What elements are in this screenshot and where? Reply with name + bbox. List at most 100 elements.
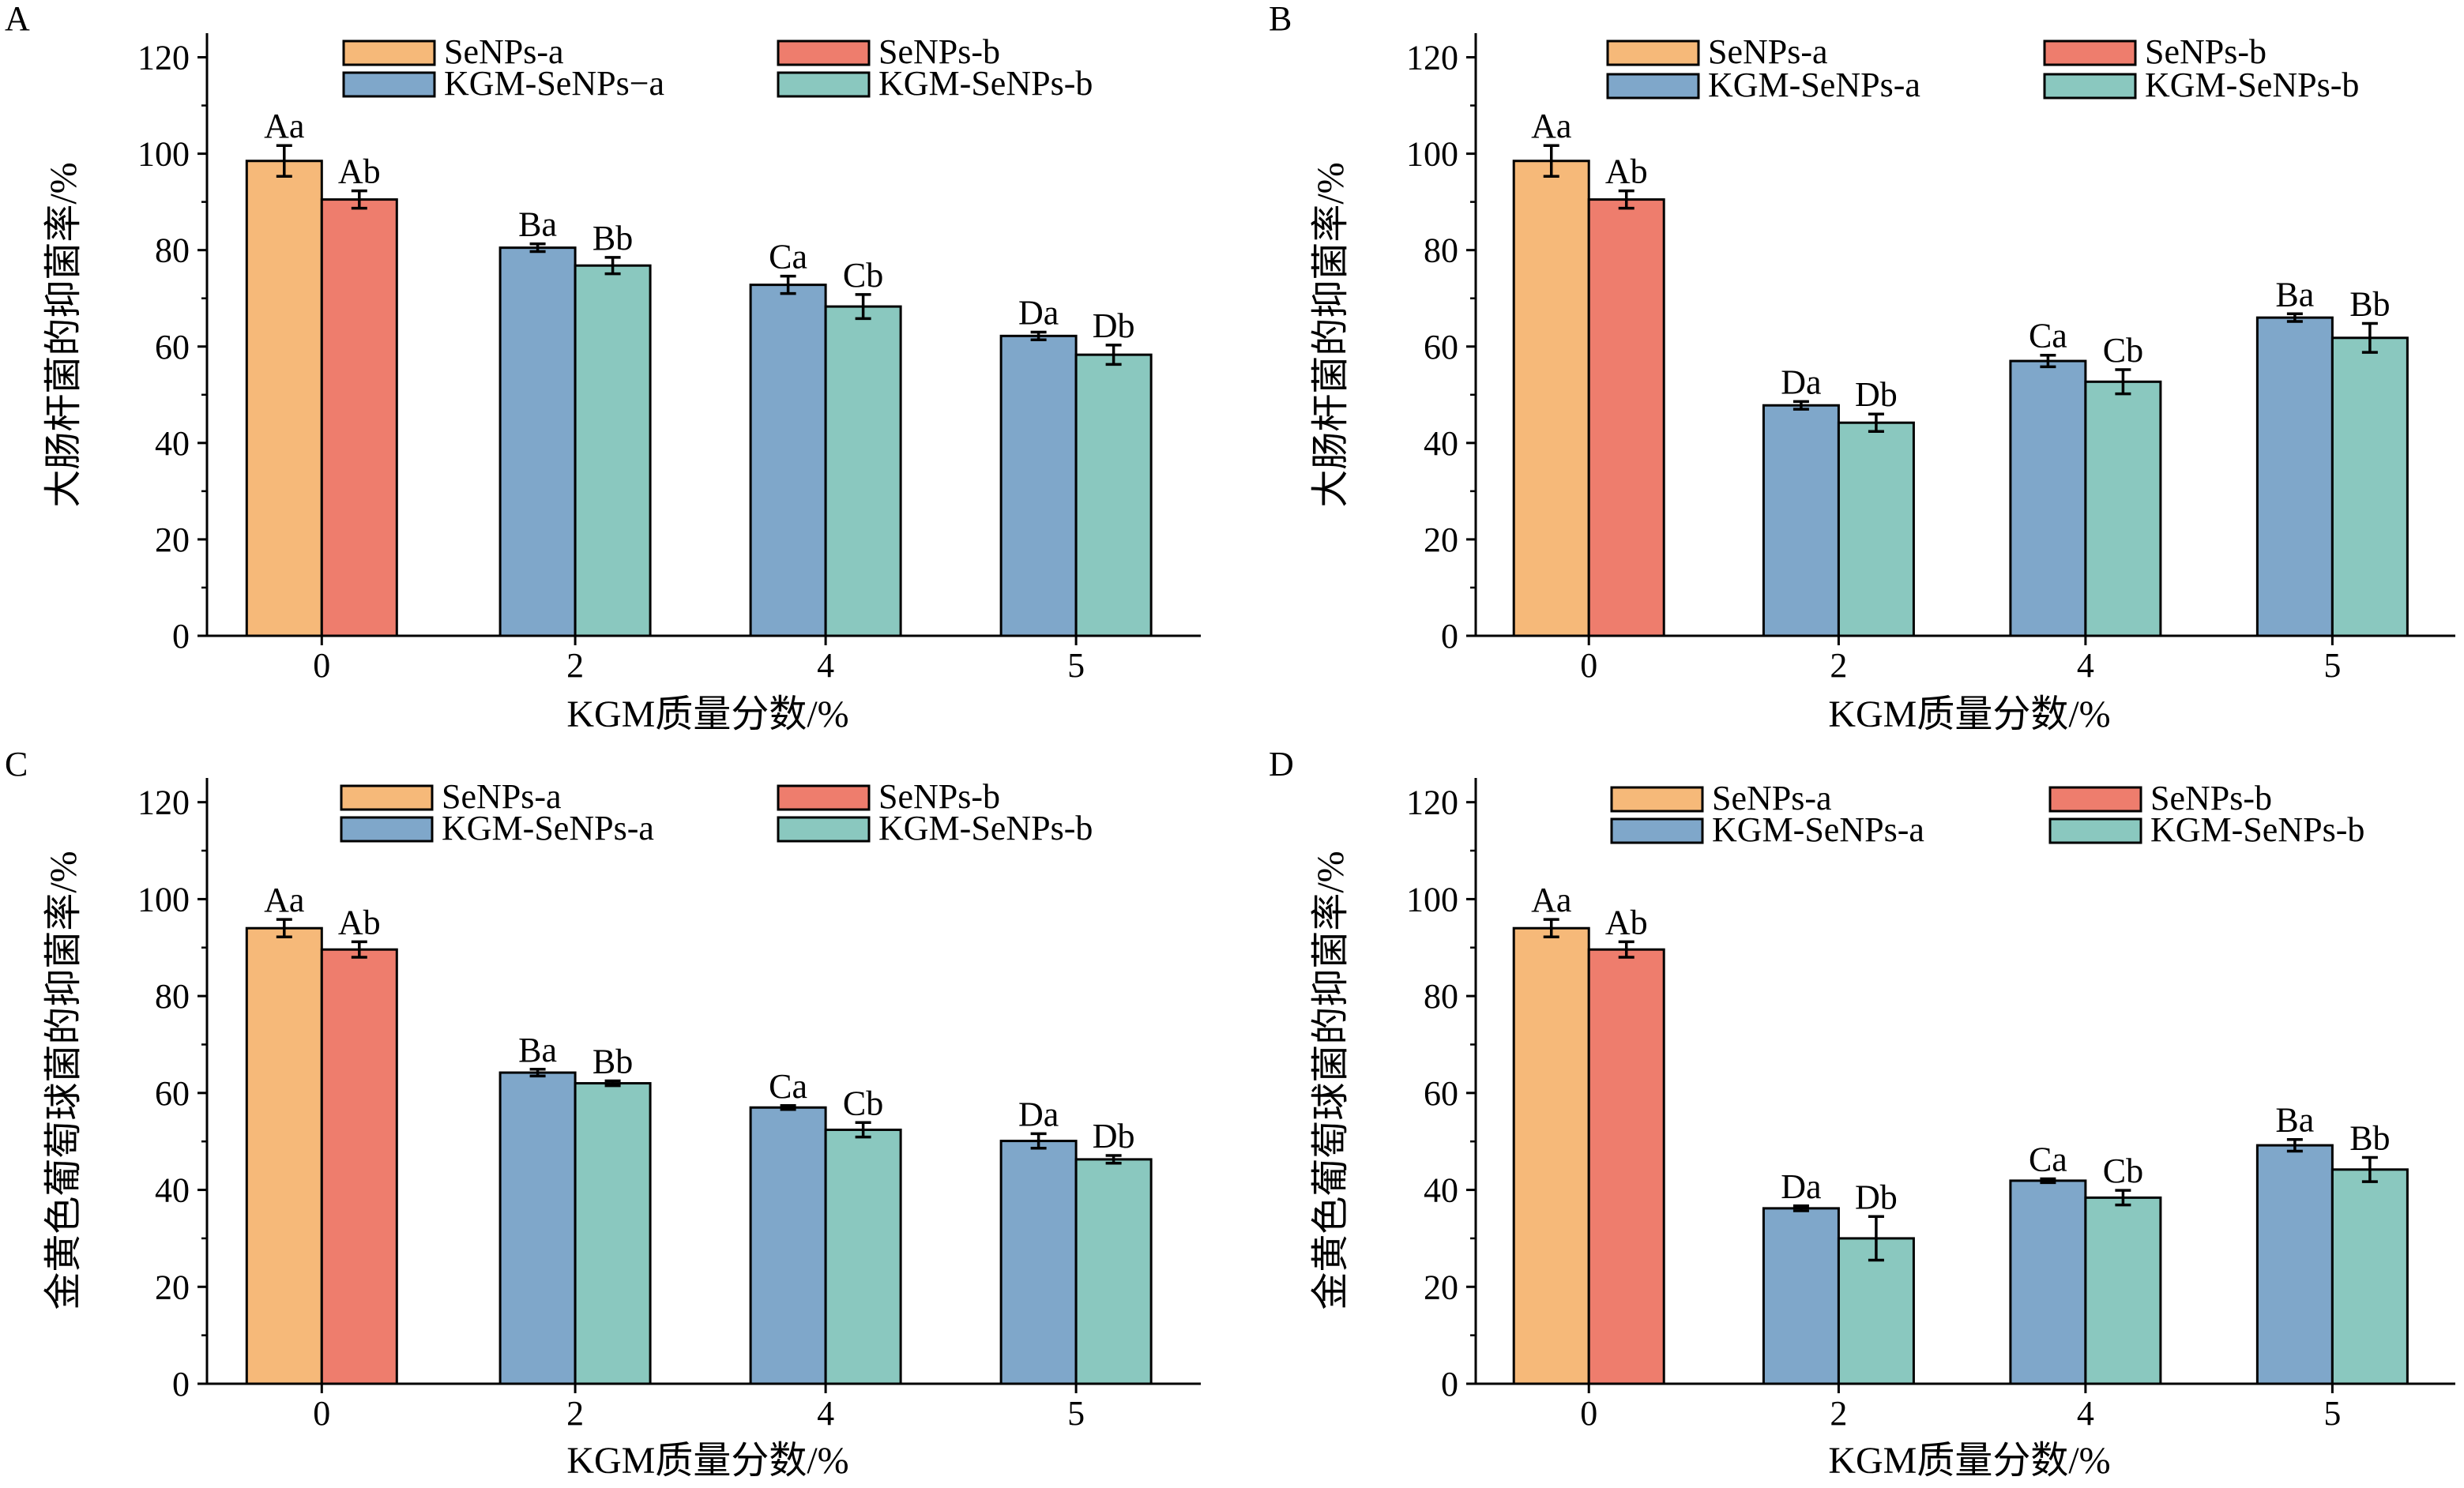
y-tick-label: 40 <box>155 424 190 463</box>
x-tick-label: 4 <box>2077 1394 2094 1433</box>
y-tick-label: 120 <box>1406 783 1458 822</box>
legend-label: SeNPs-a <box>444 32 564 71</box>
bar-senps-b <box>320 948 398 1385</box>
y-tick-label: 80 <box>155 977 190 1016</box>
y-tick-label: 0 <box>172 1365 190 1403</box>
bar-data-label: Aa <box>264 107 304 145</box>
bar-data-label: Da <box>1781 1167 1821 1206</box>
bar-data-label: Aa <box>1531 107 1571 145</box>
panel-letter: B <box>1269 0 1292 38</box>
bar-kgm-senps-b <box>1074 1158 1153 1385</box>
bar-data-label: Aa <box>1531 881 1571 919</box>
y-tick-label: 100 <box>1406 135 1458 174</box>
bar-data-label: Ab <box>338 152 381 191</box>
legend-label: KGM-SeNPs-b <box>878 809 1093 847</box>
x-tick-label: 2 <box>1830 646 1847 685</box>
x-tick-label: 5 <box>2323 646 2341 685</box>
bar-senps-b <box>1587 198 1665 637</box>
bar-kgm-senps-a <box>999 334 1078 637</box>
bar-kgm-senps-b <box>2330 1168 2409 1385</box>
legend-swatch <box>777 71 871 98</box>
bar-data-label: Cb <box>843 1084 883 1122</box>
x-axis-label: KGM质量分数/% <box>1828 693 2110 735</box>
bar-senps-a <box>245 160 323 637</box>
bar-data-label: Bb <box>592 1043 633 1081</box>
x-axis-label: KGM质量分数/% <box>566 1440 848 1482</box>
legend-label: SeNPs-b <box>878 32 1000 71</box>
bar-kgm-senps-a <box>1762 404 1840 637</box>
y-tick-label: 0 <box>172 617 190 656</box>
y-tick-label: 60 <box>1424 1074 1458 1113</box>
y-tick-label: 60 <box>155 328 190 366</box>
y-tick-label: 60 <box>1424 328 1458 366</box>
y-tick-label: 120 <box>137 39 190 77</box>
bar-data-label: Aa <box>264 881 304 919</box>
y-tick-label: 120 <box>1406 39 1458 77</box>
bar-kgm-senps-a <box>2009 359 2087 637</box>
legend-label: SeNPs-b <box>2150 779 2272 817</box>
legend-label: SeNPs-b <box>2145 32 2267 71</box>
bar-kgm-senps-a <box>498 1071 577 1385</box>
y-tick-label: 20 <box>1424 1268 1458 1306</box>
bar-kgm-senps-b <box>2330 336 2409 637</box>
x-axis-label: KGM质量分数/% <box>1828 1440 2110 1482</box>
x-tick-label: 4 <box>817 1394 834 1433</box>
legend-swatch <box>342 71 436 98</box>
y-tick-label: 120 <box>137 783 190 822</box>
x-tick-label: 5 <box>1067 646 1085 685</box>
bar-kgm-senps-b <box>824 1128 902 1385</box>
legend-swatch <box>342 39 436 66</box>
legend-label: KGM-SeNPs-a <box>442 809 654 847</box>
legend-label: SeNPs-a <box>442 777 562 816</box>
legend-swatch <box>340 816 434 843</box>
bar-kgm-senps-b <box>2084 380 2162 637</box>
bar-data-label: Cb <box>843 256 883 295</box>
y-tick-label: 40 <box>155 1171 190 1210</box>
y-tick-label: 100 <box>1406 880 1458 919</box>
legend-swatch <box>1610 786 1704 813</box>
bar-data-label: Db <box>1093 1117 1135 1155</box>
x-tick-label: 2 <box>1830 1394 1847 1433</box>
legend-label: KGM-SeNPs−a <box>444 64 664 103</box>
bar-kgm-senps-b <box>1074 353 1153 637</box>
legend-swatch <box>1606 39 1700 66</box>
x-tick-label: 2 <box>566 646 584 685</box>
bar-kgm-senps-a <box>999 1140 1078 1385</box>
bar-data-label: Db <box>1093 306 1135 345</box>
chart-panel-b: B 0 20 40 60 80 100 120 大肠杆菌的抑菌率/% KGM质量分数/% 0 Aa Ab… <box>1269 0 2455 735</box>
legend-label: SeNPs-a <box>1712 779 1832 817</box>
chart-panel-d: D 0 20 40 60 80 100 120 金黄色葡萄球菌的抑菌率/% KGM质量分数/% 0 A… <box>1269 745 2455 1482</box>
bar-kgm-senps-a <box>2255 316 2334 637</box>
y-tick-label: 100 <box>137 880 190 919</box>
bar-data-label: Ca <box>2029 317 2067 355</box>
legend-swatch <box>340 784 434 811</box>
x-axis-label: KGM质量分数/% <box>566 693 848 735</box>
x-tick-label: 0 <box>1580 1394 1597 1433</box>
bar-kgm-senps-a <box>2009 1179 2087 1385</box>
x-tick-label: 5 <box>2323 1394 2341 1433</box>
y-tick-label: 20 <box>1424 520 1458 559</box>
bar-data-label: Bb <box>2349 284 2390 323</box>
bar-kgm-senps-b <box>1837 1237 1915 1385</box>
legend-swatch <box>1606 73 1700 100</box>
y-tick-label: 20 <box>155 1268 190 1306</box>
x-tick-label: 0 <box>1580 646 1597 685</box>
x-tick-label: 4 <box>817 646 834 685</box>
x-tick-label: 4 <box>2077 646 2094 685</box>
bar-data-label: Ba <box>518 205 557 244</box>
bar-data-label: Ba <box>2275 1101 2314 1140</box>
bar-data-label: Db <box>1855 375 1898 414</box>
y-tick-label: 80 <box>155 231 190 270</box>
y-tick-label: 80 <box>1424 977 1458 1016</box>
x-tick-label: 0 <box>313 1394 330 1433</box>
y-axis-label: 大肠杆菌的抑菌率/% <box>43 162 85 507</box>
y-tick-label: 20 <box>155 520 190 559</box>
bar-data-label: Ba <box>518 1031 557 1069</box>
y-axis-label: 金黄色葡萄球菌的抑菌率/% <box>43 851 85 1310</box>
legend-swatch <box>1610 817 1704 844</box>
bar-data-label: Ca <box>769 238 807 276</box>
legend-swatch <box>777 784 871 811</box>
bar-senps-a <box>245 926 323 1385</box>
legend-swatch <box>2043 39 2137 66</box>
